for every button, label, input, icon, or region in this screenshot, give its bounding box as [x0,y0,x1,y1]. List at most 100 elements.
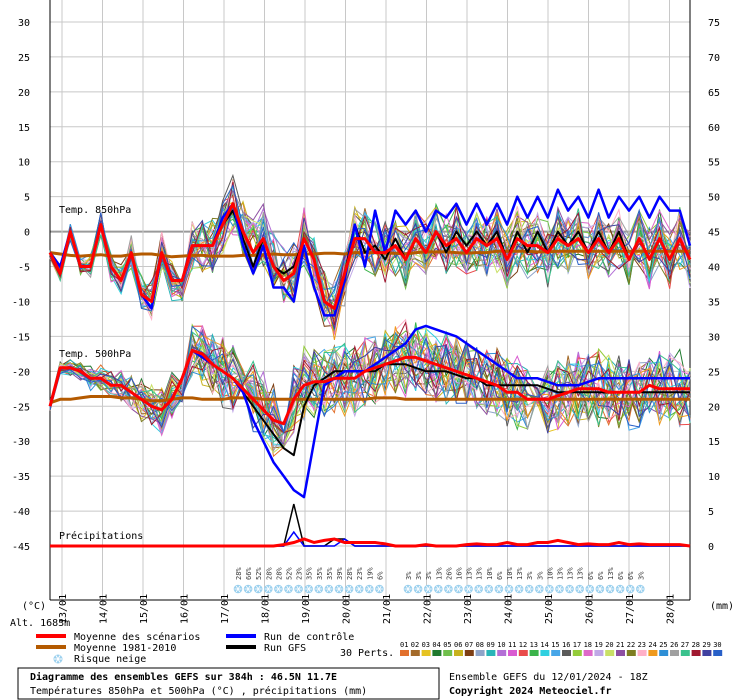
legend-snow: Risque neige [74,654,146,665]
snowflake-stroke [367,585,372,593]
snow-risk-value: 13% [567,567,575,580]
x-date-label: 22/01 [423,594,434,624]
legend-perts: 30 Perts. [340,648,394,659]
snowflake-stroke [547,585,552,593]
snowflake-stroke [506,585,512,593]
snowflake-icon [444,584,453,594]
snow-risk-value: 35% [326,567,334,580]
member-legend-swatch [713,650,723,656]
series-1-t500 [49,395,690,405]
snowflake-stroke [426,585,431,593]
member-legend-swatch [594,650,604,656]
label-t500: Temp. 500hPa [59,349,131,360]
snowflake-icon [625,584,635,594]
snowflake-stroke [276,585,281,593]
y-right-tick-label: 50 [708,193,720,204]
member-legend-swatch [670,650,679,656]
snow-risk-value: 13% [466,567,474,580]
snow-risk-value: 28% [235,567,243,580]
member-legend-label: 05 [443,641,451,649]
x-date-label: 16/01 [180,594,191,624]
snowflake-icon [294,584,303,594]
member-legend-swatch [518,650,528,656]
snowflake-icon [494,584,504,594]
snow-risk-value: 52% [286,567,294,580]
x-date-label: 26/01 [585,594,596,624]
member-legend-swatch [659,650,669,656]
member-legend-swatch [454,650,463,656]
y-right-tick-label: 70 [708,53,720,64]
y-right-tick-label: 65 [708,88,720,99]
snowflake-stroke [638,585,643,593]
x-date-label: 25/01 [544,594,555,624]
snowflake-icon [344,584,354,594]
x-date-label: 19/01 [301,594,312,624]
snow-risk-value: 28% [275,567,283,580]
member-legend-swatch [410,650,420,656]
snow-risk-value: 6% [376,571,384,580]
y-left-tick-label: -5 [18,263,30,274]
member-legend-label: 23 [638,641,646,649]
y-left-tick-label: 25 [18,53,30,64]
footer-subtitle: Températures 850hPa et 500hPa (°C) , pré… [30,685,367,697]
y-right-tick-label: 0 [708,542,714,553]
snowflake-stroke [617,585,623,593]
snowflake-stroke [306,585,311,593]
right-axis-unit: (mm) [710,601,734,612]
snowflake-icon [324,584,334,594]
snow-risk-value: 13% [435,567,443,580]
y-right-tick-label: 5 [708,507,714,518]
snow-risk-value: 3% [637,571,645,580]
member-legend-swatch [529,650,539,656]
snowflake-icon [304,584,313,594]
snow-risk-value: 3% [536,571,544,580]
y-left-tick-label: -45 [12,542,30,553]
member-18-t500 [49,325,691,445]
member-legend-label: 01 [400,641,408,649]
member-legend-swatch [637,650,647,656]
y-right-tick-label: 75 [708,18,720,29]
member-legend-label: 28 [692,641,700,649]
snowflake-icon [264,584,273,594]
snow-risk-value: 6% [627,571,635,580]
y-right-tick-label: 15 [708,437,720,448]
snow-risk-value: 10% [546,567,554,580]
footer-box [17,667,440,700]
member-15-t500 [49,329,691,447]
member-legend-swatch [475,650,485,656]
member-legend-swatch [464,650,474,656]
snowflake-stroke [567,585,572,593]
member-legend: 01 02 03 04 05 06 07 08 09 10 11 12 13 14 15 16 17 18 19 20… [400,641,723,656]
snowflake-icon [243,584,253,594]
member-legend-swatch [648,650,658,656]
snow-risk-value: 39% [336,567,344,580]
member-legend-label: 29 [702,641,710,649]
snowflake-stroke [537,585,542,593]
member-legend-swatch [605,650,615,656]
member-legend-label: 15 [551,641,559,649]
member-26-t500 [49,338,691,453]
member-legend-swatch [400,650,409,656]
snowflake-stroke [496,585,502,593]
member-legend-label: 08 [476,641,484,649]
member-legend-label: 19 [594,641,602,649]
snow-risk-value: 28% [346,567,354,580]
footer-title: Diagramme des ensembles GEFS sur 384h : … [30,671,337,683]
snow-risk-value: 6% [597,571,605,580]
snow-risk-value: 66% [245,567,253,580]
y-right-tick-label: 10 [708,472,720,483]
member-legend-label: 03 [422,641,430,649]
snowflake-icon [284,584,293,594]
snow-risk-value: 10% [486,567,494,580]
snowflake-icon [585,584,595,594]
snow-risk-value: 3% [425,571,433,580]
member-legend-swatch [626,650,636,656]
snow-risk-value: 13% [476,567,484,580]
snow-risk-value: 52% [255,567,263,580]
snow-risk-value: 35% [306,567,314,580]
snow-risk-value: 6% [587,571,595,580]
y-right-tick-label: 55 [708,158,720,169]
snowflake-stroke [336,585,342,593]
snowflake-stroke [357,585,362,593]
